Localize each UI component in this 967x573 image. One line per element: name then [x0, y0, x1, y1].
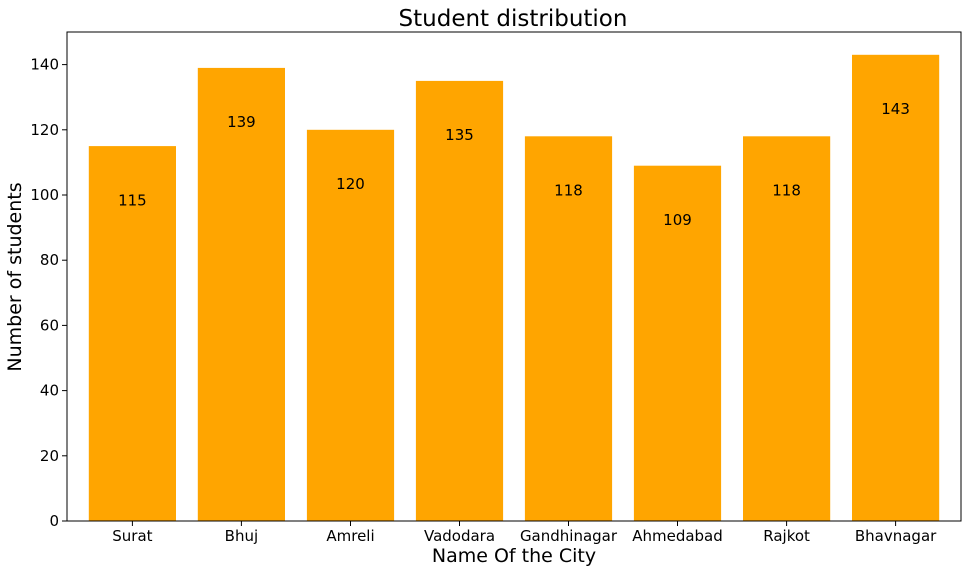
plot-area: 115 Surat 139 Bhuj 120 Amreli 135 Vadodara 118 Ga… [30, 54, 940, 545]
bar-vadodara [415, 80, 504, 522]
data-label: 143 [881, 100, 910, 118]
x-tick-label: Vadodara [424, 527, 495, 545]
data-label: 118 [554, 182, 583, 200]
y-tick-label: 120 [30, 121, 59, 139]
x-tick-label: Surat [112, 527, 152, 545]
x-tick-label: Bhavnagar [855, 527, 937, 545]
bar-surat [88, 146, 176, 521]
bar-amreli [306, 129, 395, 522]
data-label: 109 [663, 211, 692, 229]
plot-frame [66, 31, 962, 522]
y-tick-label: 40 [40, 382, 59, 400]
x-tick-label: Gandhinagar [520, 527, 618, 545]
chart-title: Student distribution [399, 6, 628, 32]
data-label: 115 [118, 191, 147, 209]
y-tick-label: 60 [40, 316, 59, 334]
data-label: 120 [336, 175, 365, 193]
bar-rajkot [743, 136, 831, 522]
data-label: 135 [445, 126, 474, 144]
data-label: 118 [772, 182, 801, 200]
x-tick-label: Ahmedabad [632, 527, 723, 545]
y-tick-label: 100 [30, 186, 59, 204]
y-tick-label: 20 [40, 447, 59, 465]
y-tick-label: 140 [30, 56, 59, 74]
x-tick-label: Bhuj [225, 527, 258, 545]
bar-gandhinagar [524, 136, 613, 522]
bar-bhavnagar [852, 54, 940, 522]
bar-ahmedabad [633, 165, 722, 521]
y-axis-label: Number of students [4, 182, 26, 371]
x-tick-label: Rajkot [763, 527, 810, 545]
y-tick-label: 0 [49, 512, 59, 530]
x-axis-label: Name Of the City [432, 545, 596, 567]
x-tick-label: Amreli [326, 527, 374, 545]
data-label: 139 [227, 113, 256, 131]
bar-bhuj [197, 67, 285, 522]
y-tick-label: 80 [40, 251, 59, 269]
